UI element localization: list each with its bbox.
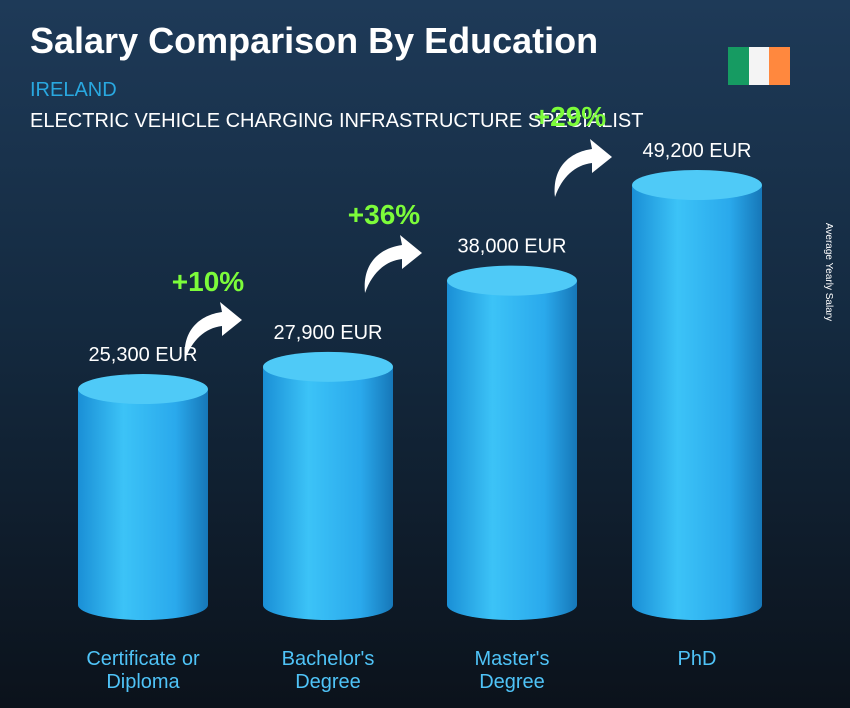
axis-label: Average Yearly Salary [823,223,834,321]
bar [632,185,762,620]
flag [728,47,790,85]
value-label: 25,300 EUR [89,344,198,366]
category-label: Certificate or Diploma [86,648,200,693]
bar [78,389,208,620]
increase-label: +10% [172,266,244,297]
chart-title: Salary Comparison By Education [30,20,598,61]
increase-label: +36% [348,199,420,230]
subtitle: IRELAND [30,79,117,101]
category-label: PhD [677,648,717,670]
arrows [184,139,612,360]
bar-top [447,265,577,296]
category-label: Bachelor's Degree [281,648,375,693]
bar-top [263,351,393,382]
value-label: 38,000 EUR [458,236,567,258]
bar-top [78,374,208,405]
bar [263,366,393,620]
value-label: 27,900 EUR [274,322,383,344]
bar [447,280,577,620]
increase-label: +29% [534,101,606,132]
value-label: 49,200 EUR [643,140,752,162]
job-title: ELECTRIC VEHICLE CHARGING INFRASTRUCTURE… [30,110,643,132]
category-label: Master's Degree [474,648,550,693]
bar-top [632,170,762,200]
